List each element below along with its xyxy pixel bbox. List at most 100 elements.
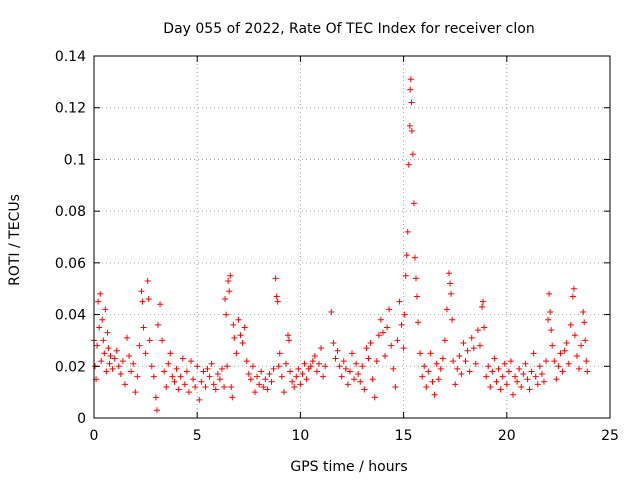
- data-point: [411, 254, 418, 261]
- data-point: [580, 308, 587, 315]
- x-tick-label: 25: [601, 428, 619, 444]
- data-point: [433, 360, 440, 367]
- data-point: [392, 383, 399, 390]
- data-point: [107, 352, 114, 359]
- data-point: [98, 358, 105, 365]
- data-point: [227, 272, 234, 279]
- data-point: [545, 316, 552, 323]
- data-point: [181, 381, 188, 388]
- data-point: [520, 371, 527, 378]
- data-point: [336, 363, 343, 370]
- data-point: [410, 200, 417, 207]
- data-point: [583, 358, 590, 365]
- data-point: [483, 373, 490, 380]
- data-point: [567, 321, 574, 328]
- data-point: [507, 358, 514, 365]
- data-point: [363, 345, 370, 352]
- data-point: [536, 363, 543, 370]
- data-point: [154, 321, 161, 328]
- grid-lines: [94, 56, 610, 418]
- data-point: [487, 383, 494, 390]
- data-point: [489, 368, 496, 375]
- data-point: [221, 383, 228, 390]
- data-point: [216, 376, 223, 383]
- y-tick-label: 0.02: [55, 359, 86, 375]
- data-point: [404, 228, 411, 235]
- data-point: [452, 381, 459, 388]
- x-tick-label: 10: [291, 428, 309, 444]
- data-point: [196, 396, 203, 403]
- data-point: [230, 321, 237, 328]
- data-point: [382, 352, 389, 359]
- data-point: [117, 371, 124, 378]
- data-point: [573, 352, 580, 359]
- data-point: [320, 373, 327, 380]
- data-point: [476, 342, 483, 349]
- data-point: [256, 381, 263, 388]
- data-point: [190, 376, 197, 383]
- data-point: [334, 347, 341, 354]
- data-point: [365, 355, 372, 362]
- data-point: [405, 161, 412, 168]
- data-point: [458, 371, 465, 378]
- data-point: [94, 342, 101, 349]
- data-point: [171, 378, 178, 385]
- data-point: [379, 329, 386, 336]
- data-point: [353, 360, 360, 367]
- axis-ticks: 0 5 10 15 20 25 0 0.02 0.04 0.06 0.08 0.1 0.12 0.14: [55, 49, 619, 444]
- data-point: [450, 358, 457, 365]
- data-point: [388, 342, 395, 349]
- data-point: [425, 368, 432, 375]
- data-point: [210, 381, 217, 388]
- data-point: [208, 360, 215, 367]
- data-point: [185, 389, 192, 396]
- data-point: [371, 394, 378, 401]
- data-point: [101, 350, 108, 357]
- data-point: [126, 352, 133, 359]
- data-point: [177, 373, 184, 380]
- data-point: [446, 270, 453, 277]
- x-tick-label: 5: [193, 428, 202, 444]
- data-point: [152, 394, 159, 401]
- data-point: [546, 290, 553, 297]
- y-tick-label: 0.12: [55, 101, 86, 117]
- data-point: [512, 373, 519, 380]
- data-point: [157, 301, 164, 308]
- data-point: [349, 350, 355, 357]
- data-point: [338, 373, 345, 380]
- data-point: [398, 321, 405, 328]
- data-point: [400, 345, 407, 352]
- data-point: [427, 350, 434, 357]
- data-point: [175, 386, 182, 393]
- data-point: [301, 360, 308, 367]
- data-point: [204, 365, 211, 372]
- data-point: [355, 371, 362, 378]
- data-point: [497, 386, 504, 393]
- data-point: [419, 373, 426, 380]
- data-point: [266, 371, 273, 378]
- data-point: [254, 373, 261, 380]
- data-point: [194, 363, 201, 370]
- data-point: [406, 122, 413, 129]
- data-point: [396, 298, 403, 305]
- y-tick-label: 0.06: [55, 256, 86, 272]
- data-point: [501, 360, 508, 367]
- data-point: [553, 376, 560, 383]
- data-point: [377, 316, 384, 323]
- data-point: [563, 340, 570, 347]
- data-point: [505, 368, 512, 375]
- data-point: [576, 365, 583, 372]
- data-point: [245, 371, 252, 378]
- data-point: [441, 337, 448, 344]
- data-point: [464, 347, 471, 354]
- data-point: [421, 363, 428, 370]
- data-point: [287, 368, 294, 375]
- data-point: [231, 334, 238, 341]
- data-point: [307, 363, 314, 370]
- data-point: [260, 383, 267, 390]
- data-point: [491, 355, 498, 362]
- data-point: [289, 378, 296, 385]
- data-point: [249, 363, 256, 370]
- data-point: [313, 368, 320, 375]
